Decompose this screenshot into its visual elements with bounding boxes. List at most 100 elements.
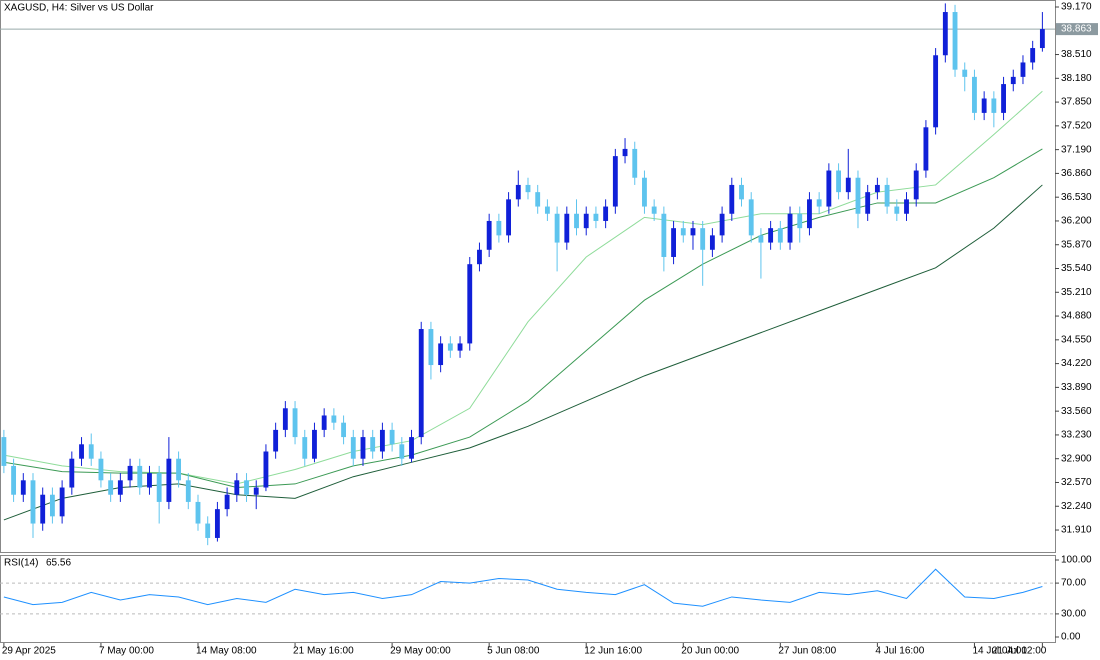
candle-body xyxy=(486,220,492,250)
x-tick-label: 20 Jun 00:00 xyxy=(681,646,739,657)
candle-body xyxy=(379,429,385,452)
candle-body xyxy=(680,228,686,236)
candle-body xyxy=(865,192,871,214)
candle-body xyxy=(1,437,7,466)
candle-body xyxy=(263,451,269,488)
candle-body xyxy=(331,415,337,423)
candle-body xyxy=(88,444,94,459)
candle-body xyxy=(147,473,152,488)
candle-body xyxy=(942,12,948,56)
chart-title: XAGUSD, H4: Silver vs US Dollar xyxy=(4,3,154,14)
candle-body xyxy=(651,206,657,214)
candle-body xyxy=(855,177,861,214)
rsi-label: RSI(14) xyxy=(4,558,38,569)
candle-body xyxy=(224,494,230,510)
y-tick-label: 38.510 xyxy=(1061,49,1092,60)
y-tick-label: 33.230 xyxy=(1061,430,1092,441)
candle-body xyxy=(438,343,444,366)
x-tick-label: 29 May 00:00 xyxy=(390,646,451,657)
candle-body xyxy=(758,235,764,243)
candle-body xyxy=(739,184,744,200)
y-tick-label: 36.530 xyxy=(1061,192,1092,203)
candle-body xyxy=(642,177,647,207)
candle-body xyxy=(176,458,182,481)
candle-body xyxy=(312,429,317,459)
candle-body xyxy=(418,329,424,438)
candle-body xyxy=(49,494,55,517)
candle-body xyxy=(273,429,279,452)
candle-body xyxy=(234,480,240,495)
candle-body xyxy=(612,156,618,207)
candle-body xyxy=(972,76,977,113)
rsi-tick-label: 30.00 xyxy=(1061,609,1086,620)
candle-body xyxy=(108,480,114,495)
x-tick-label: 4 Jul 16:00 xyxy=(875,646,924,657)
candle-body xyxy=(845,177,851,193)
candle-body xyxy=(156,473,162,502)
candle-body xyxy=(389,429,395,445)
candle-body xyxy=(748,199,754,236)
candle-body xyxy=(603,206,609,221)
candle-body xyxy=(787,213,793,243)
candle-body xyxy=(69,458,75,488)
y-tick-label: 34.550 xyxy=(1061,334,1092,345)
y-tick-label: 37.520 xyxy=(1061,121,1092,132)
x-tick-label: 21 Jul 12:00 xyxy=(992,646,1047,657)
candle-body xyxy=(98,458,104,481)
candle-body xyxy=(952,12,958,70)
candle-body xyxy=(1010,76,1016,85)
candle-body xyxy=(923,127,929,171)
candle-body xyxy=(205,523,211,538)
y-tick-label: 37.850 xyxy=(1061,97,1092,108)
x-tick-label: 14 May 08:00 xyxy=(196,646,257,657)
candle-body xyxy=(244,480,249,495)
candle-body xyxy=(933,55,939,128)
y-tick-label: 36.200 xyxy=(1061,216,1092,227)
x-tick-label: 5 Jun 08:00 xyxy=(487,646,540,657)
candle-body xyxy=(622,148,628,157)
candle-body xyxy=(350,437,356,459)
y-tick-label: 34.220 xyxy=(1061,358,1092,369)
candle-body xyxy=(506,199,512,236)
y-tick-label: 32.900 xyxy=(1061,453,1092,464)
candle-body xyxy=(11,465,17,495)
candle-body xyxy=(185,480,191,502)
candle-body xyxy=(1030,48,1036,63)
candle-body xyxy=(292,408,298,438)
y-tick-label: 34.880 xyxy=(1061,311,1092,322)
candle-body xyxy=(719,213,725,236)
y-tick-label: 39.170 xyxy=(1061,2,1092,13)
y-tick-label: 31.910 xyxy=(1061,525,1092,536)
candle-body xyxy=(836,170,841,193)
candle-body xyxy=(884,184,890,207)
candle-body xyxy=(700,228,706,250)
candle-body xyxy=(768,228,774,243)
candle-body xyxy=(777,228,783,243)
candle-body xyxy=(195,501,201,524)
candle-body xyxy=(447,343,453,351)
candle-body xyxy=(137,465,143,488)
candle-body xyxy=(214,509,220,538)
rsi-tick-label: 0.00 xyxy=(1061,632,1081,643)
candle-body xyxy=(709,235,715,250)
candle-body xyxy=(79,444,84,459)
candle-body xyxy=(593,213,599,221)
candle-body xyxy=(981,98,987,113)
candle-body xyxy=(661,213,667,257)
candle-body xyxy=(913,170,919,200)
candle-body xyxy=(20,480,26,495)
x-tick-label: 14 Jul 04:00 xyxy=(972,646,1027,657)
x-tick-label: 7 May 00:00 xyxy=(99,646,154,657)
candle-body xyxy=(496,220,502,236)
candle-body xyxy=(59,487,65,517)
candle-body xyxy=(360,437,366,459)
candle-body xyxy=(282,408,288,430)
candle-body xyxy=(991,98,997,113)
candle-body xyxy=(574,213,579,229)
rsi-tick-label: 100.00 xyxy=(1061,555,1092,566)
y-tick-label: 35.540 xyxy=(1061,263,1092,274)
candle-body xyxy=(874,184,880,193)
x-tick-label: 27 Jun 08:00 xyxy=(778,646,836,657)
x-tick-label: 21 May 16:00 xyxy=(293,646,354,657)
